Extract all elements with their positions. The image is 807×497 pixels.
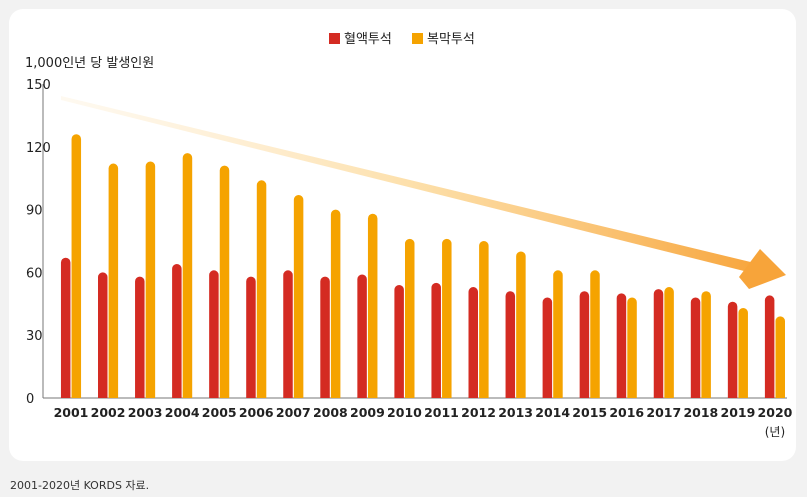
trend-arrow-head — [739, 249, 786, 289]
x-tick-label: 2010 — [387, 405, 422, 420]
bar-hemodialysis-2006 — [246, 276, 256, 398]
bar-peritoneal-2008 — [330, 209, 341, 398]
bar-hemodialysis-2018 — [690, 297, 701, 398]
y-axis-label: 1,000인년 당 발생인원 — [25, 56, 154, 71]
x-tick-label: 2004 — [165, 405, 200, 420]
y-tick-label: 120 — [26, 141, 51, 156]
legend-label-1: 혈액투석 — [344, 32, 392, 47]
x-tick-label: 2019 — [721, 405, 756, 420]
legend-swatch-1 — [329, 33, 340, 44]
bar-peritoneal-2015 — [590, 270, 600, 398]
x-tick-label: 2003 — [128, 405, 163, 420]
bar-peritoneal-2009 — [367, 213, 378, 398]
bar-peritoneal-2004 — [182, 153, 193, 398]
x-tick-label: 2009 — [350, 405, 385, 420]
bar-hemodialysis-2009 — [357, 274, 367, 398]
legend-swatch-2 — [412, 33, 423, 44]
bar-hemodialysis-2017 — [653, 289, 664, 398]
x-tick-label: 2017 — [646, 405, 681, 420]
bar-hemodialysis-2010 — [394, 284, 404, 398]
x-tick-label: 2011 — [424, 405, 459, 420]
x-tick-label: 2020 — [758, 405, 793, 420]
bar-peritoneal-2017 — [664, 287, 674, 398]
bar-hemodialysis-2001 — [60, 257, 71, 398]
x-tick-label: 2005 — [202, 405, 237, 420]
bar-hemodialysis-2011 — [431, 282, 441, 398]
x-tick-label: 2014 — [535, 405, 570, 420]
bar-hemodialysis-2013 — [505, 291, 516, 398]
bar-peritoneal-2014 — [553, 270, 563, 398]
trend-arrow-shaft — [61, 96, 763, 275]
bar-hemodialysis-2005 — [209, 270, 219, 398]
bar-hemodialysis-2004 — [172, 264, 182, 398]
bar-peritoneal-2011 — [442, 238, 452, 398]
bar-peritoneal-2020 — [775, 316, 785, 398]
bar-peritoneal-2007 — [293, 194, 304, 398]
bar-peritoneal-2013 — [516, 251, 526, 398]
x-tick-label: 2006 — [239, 405, 274, 420]
bar-hemodialysis-2012 — [468, 287, 478, 398]
y-tick-label: 150 — [26, 78, 51, 93]
y-tick-label: 60 — [26, 266, 43, 281]
bar-peritoneal-2018 — [701, 291, 711, 398]
y-tick-label: 90 — [26, 204, 43, 219]
bar-peritoneal-2006 — [256, 180, 267, 398]
bar-hemodialysis-2003 — [135, 276, 145, 398]
bar-peritoneal-2010 — [405, 238, 415, 398]
x-tick-label: 2018 — [683, 405, 718, 420]
bar-hemodialysis-2007 — [283, 270, 293, 398]
x-tick-label: 2007 — [276, 405, 311, 420]
bar-peritoneal-2005 — [219, 165, 230, 398]
source-note: 2001-2020년 KORDS 자료. — [10, 479, 150, 492]
bar-hemodialysis-2020 — [764, 295, 775, 398]
bar-hemodialysis-2015 — [579, 291, 590, 398]
bar-peritoneal-2019 — [738, 307, 748, 398]
bar-hemodialysis-2008 — [320, 276, 330, 398]
bar-peritoneal-2012 — [479, 241, 489, 398]
y-tick-label: 30 — [26, 329, 43, 344]
chart-card: 혈액투석 복막투석 1,000인년 당 발생인원 0 30 60 90 120 150 200… — [9, 9, 796, 461]
bar-peritoneal-2016 — [627, 297, 637, 398]
bar-hemodialysis-2019 — [727, 301, 738, 398]
x-tick-label: 2001 — [54, 405, 89, 420]
bar-peritoneal-2001 — [71, 134, 82, 399]
bar-hemodialysis-2014 — [542, 297, 553, 398]
bar-peritoneal-2003 — [145, 161, 156, 398]
x-tick-label: 2012 — [461, 405, 496, 420]
y-tick-label: 0 — [26, 392, 34, 407]
bar-hemodialysis-2002 — [98, 272, 108, 398]
x-axis-unit: (년) — [765, 425, 785, 439]
x-tick-label: 2008 — [313, 405, 348, 420]
legend-label-2: 복막투석 — [427, 32, 475, 47]
x-tick-label: 2015 — [572, 405, 607, 420]
x-tick-label: 2016 — [609, 405, 644, 420]
x-tick-label: 2013 — [498, 405, 533, 420]
bar-peritoneal-2002 — [108, 163, 119, 398]
x-tick-label: 2002 — [91, 405, 126, 420]
bar-chart: 혈액투석 복막투석 1,000인년 당 발생인원 0 30 60 90 120 150 200… — [25, 32, 793, 439]
bar-hemodialysis-2016 — [616, 293, 627, 398]
